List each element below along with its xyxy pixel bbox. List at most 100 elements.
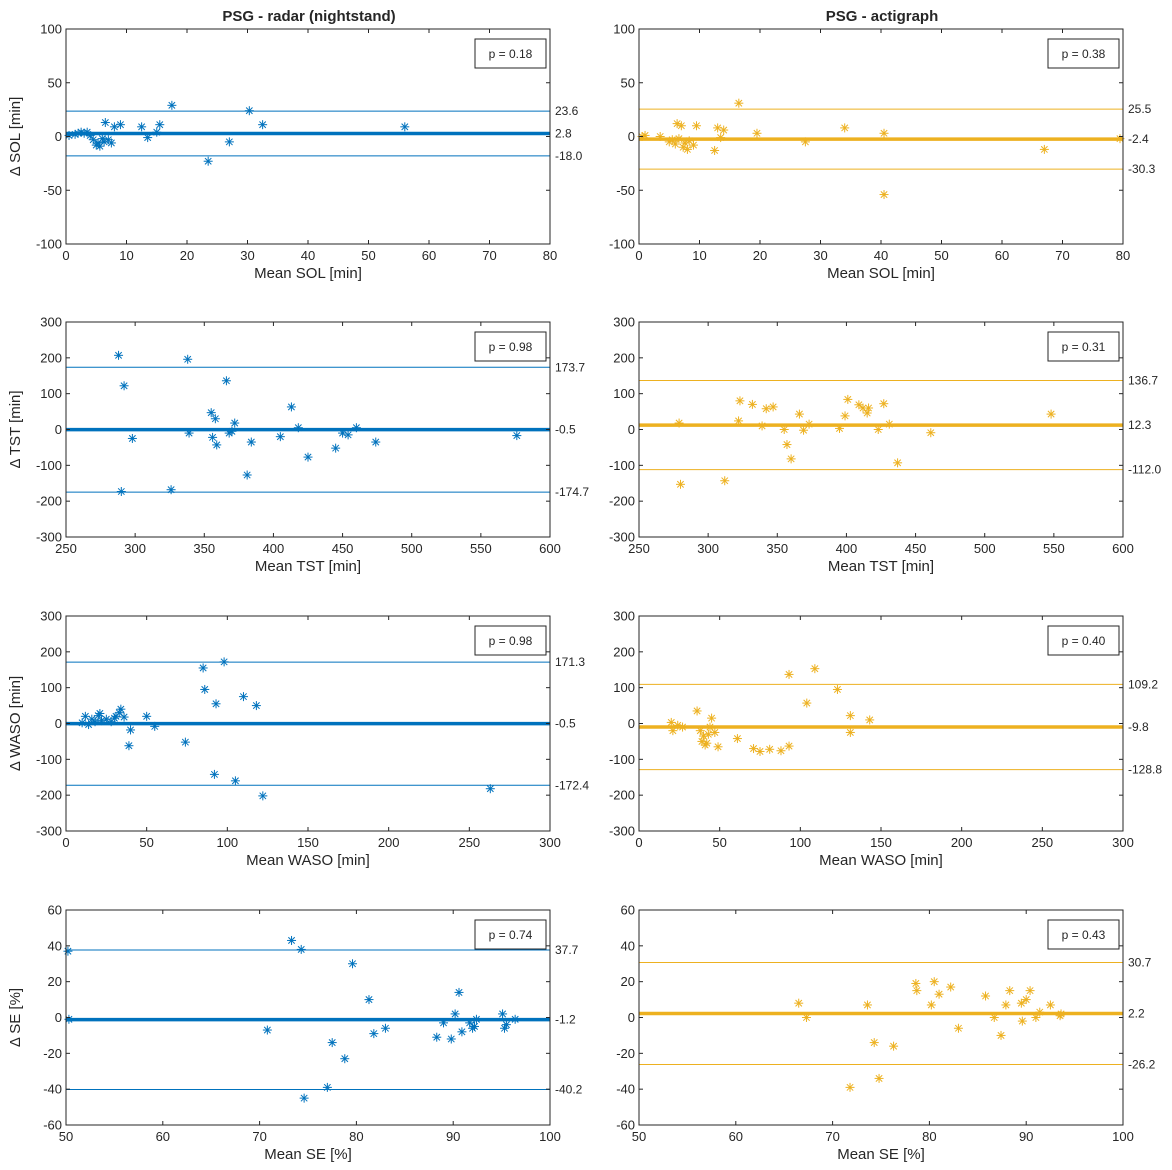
- data-point: [755, 746, 765, 756]
- y-tick-label: 100: [613, 22, 635, 37]
- x-axis-label: Mean SE [%]: [837, 1146, 925, 1163]
- y-tick-label: 40: [48, 938, 62, 953]
- mean-bias-label: 2.2: [1128, 1007, 1145, 1021]
- loa-lower-label: -174.7: [555, 485, 589, 499]
- x-tick-label: 300: [1112, 835, 1134, 850]
- loa-upper-label: 23.6: [555, 104, 579, 118]
- data-point: [786, 454, 796, 464]
- data-point: [1025, 986, 1035, 996]
- x-tick-label: 250: [1031, 835, 1053, 850]
- x-tick-label: 200: [378, 835, 400, 850]
- data-point: [889, 1041, 899, 1051]
- data-point: [244, 106, 254, 116]
- x-tick-label: 400: [263, 541, 285, 556]
- y-tick-label: -300: [609, 530, 635, 545]
- data-point: [1005, 986, 1015, 996]
- x-tick-label: 10: [692, 248, 706, 263]
- y-tick-label: 20: [48, 974, 62, 989]
- x-tick-label: 350: [193, 541, 215, 556]
- data-point: [369, 1029, 379, 1039]
- data-point: [238, 692, 248, 702]
- p-value-label: p = 0.43: [1062, 928, 1106, 942]
- data-point: [710, 145, 720, 155]
- x-tick-label: 300: [124, 541, 146, 556]
- loa-upper-label: 136.7: [1128, 374, 1158, 388]
- x-tick-label: 70: [252, 1129, 266, 1144]
- data-point: [126, 725, 136, 735]
- data-point: [446, 1034, 456, 1044]
- data-point: [926, 1000, 936, 1010]
- x-tick-label: 300: [539, 835, 561, 850]
- x-tick-label: 60: [156, 1129, 170, 1144]
- loa-upper-label: 109.2: [1128, 677, 1158, 691]
- data-point: [116, 704, 126, 714]
- column-title-actigraph: PSG - actigraph: [826, 8, 939, 25]
- data-point: [845, 727, 855, 737]
- y-tick-label: -40: [616, 1082, 635, 1097]
- data-point: [180, 737, 190, 747]
- x-axis-label: Mean TST [min]: [828, 558, 934, 575]
- data-point: [137, 122, 147, 132]
- data-point: [512, 431, 522, 441]
- data-point: [692, 706, 702, 716]
- y-tick-label: 100: [40, 680, 62, 695]
- data-point: [672, 119, 682, 129]
- y-tick-label: 40: [621, 938, 635, 953]
- x-tick-label: 550: [470, 541, 492, 556]
- data-point: [946, 982, 956, 992]
- p-value-box: [474, 625, 547, 656]
- data-point: [734, 98, 744, 108]
- y-tick-label: 100: [40, 386, 62, 401]
- data-point: [784, 741, 794, 751]
- data-point: [713, 742, 723, 752]
- data-point: [1039, 144, 1049, 154]
- data-point: [802, 698, 812, 708]
- x-tick-label: 100: [1112, 1129, 1134, 1144]
- x-tick-label: 100: [216, 835, 238, 850]
- loa-lower-label: -40.2: [555, 1083, 583, 1097]
- x-tick-label: 200: [951, 835, 973, 850]
- data-point: [695, 726, 705, 736]
- data-point: [322, 1082, 332, 1092]
- data-point: [183, 354, 193, 364]
- panel-radar-se: 50 60 70 80 90 100 -60 -40 -20 0 20 40 60 Mean SE [%]…: [7, 903, 583, 1164]
- x-tick-label: 30: [813, 248, 827, 263]
- data-point: [510, 1014, 520, 1024]
- data-point: [794, 998, 804, 1008]
- data-point: [869, 1038, 879, 1048]
- data-point: [371, 437, 381, 447]
- x-tick-label: 20: [180, 248, 194, 263]
- data-point: [678, 722, 688, 732]
- x-tick-label: 500: [974, 541, 996, 556]
- data-point: [246, 437, 256, 447]
- data-point: [221, 376, 231, 386]
- data-point: [338, 428, 348, 438]
- data-point: [469, 1021, 479, 1031]
- data-point: [929, 977, 939, 987]
- panel-radar-waso: 0 50 100 150 200 250 300 -300 -200 -100 0 100 200 300…: [7, 609, 589, 870]
- x-tick-label: 40: [874, 248, 888, 263]
- data-point: [95, 708, 105, 718]
- loa-lower-label: -112.0: [1128, 463, 1161, 477]
- y-tick-label: -100: [36, 237, 62, 252]
- data-point: [981, 991, 991, 1001]
- y-tick-label: -300: [36, 824, 62, 839]
- y-tick-label: 0: [55, 129, 62, 144]
- loa-lower-label: -128.8: [1128, 763, 1162, 777]
- data-point: [747, 399, 757, 409]
- data-point: [457, 1027, 467, 1037]
- y-tick-label: -300: [36, 530, 62, 545]
- data-point: [779, 425, 789, 434]
- mean-bias-label: -9.8: [1128, 720, 1149, 734]
- loa-lower-label: -26.2: [1128, 1057, 1156, 1071]
- y-tick-label: 0: [55, 716, 62, 731]
- loa-upper-label: 37.7: [555, 943, 579, 957]
- panel-radar-sol: 0 10 20 30 40 50 60 70 80 -100 -50 0 50 100 Mean SOL […: [7, 22, 583, 283]
- data-point: [364, 995, 374, 1005]
- data-point: [845, 1082, 855, 1092]
- x-tick-label: 80: [922, 1129, 936, 1144]
- data-point: [275, 432, 285, 442]
- data-point: [716, 133, 726, 143]
- x-tick-label: 250: [55, 541, 77, 556]
- data-point: [166, 485, 176, 495]
